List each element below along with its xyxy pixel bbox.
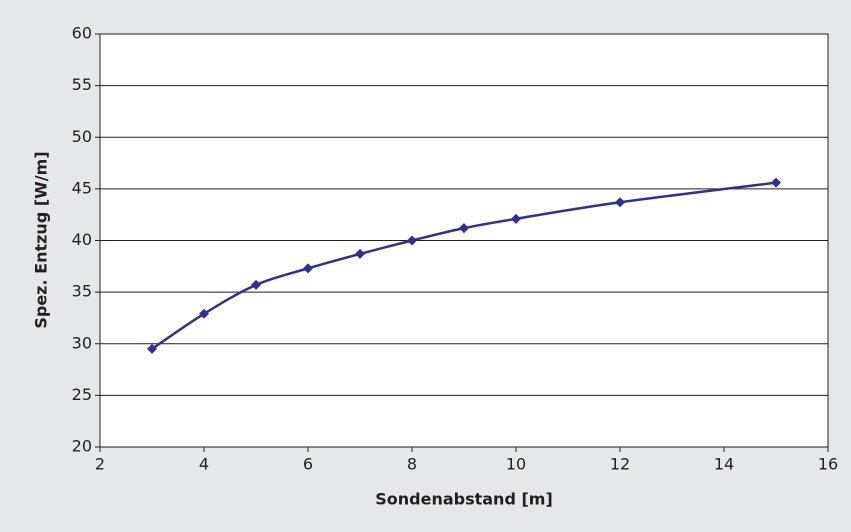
x-tick-label: 8 [407,455,417,474]
x-tick-label: 16 [818,455,838,474]
y-tick-label: 40 [72,230,92,249]
data-point [251,279,261,290]
data-point [771,177,781,188]
x-tick-label: 14 [714,455,734,474]
y-tick-label: 25 [72,385,92,404]
data-point [615,197,625,208]
data-point [511,213,521,224]
data-point [199,308,209,319]
x-tick-label: 6 [303,455,313,474]
data-point [303,263,313,274]
data-point [355,248,365,259]
y-tick-label: 50 [72,127,92,146]
data-point [459,223,469,234]
data-point [407,235,417,246]
y-tick-label: 55 [72,75,92,94]
y-tick-label: 30 [72,333,92,352]
x-tick-label: 10 [506,455,526,474]
data-point [147,343,157,354]
x-tick-label: 2 [95,455,105,474]
y-tick-label: 20 [72,437,92,456]
x-tick-label: 4 [199,455,209,474]
y-axis-title: Spez. Entzug [W/m] [32,151,51,328]
y-tick-label: 35 [72,282,92,301]
y-tick-label: 60 [72,24,92,43]
x-axis-title: Sondenabstand [m] [375,490,553,509]
x-tick-label: 12 [610,455,630,474]
y-tick-label: 45 [72,178,92,197]
